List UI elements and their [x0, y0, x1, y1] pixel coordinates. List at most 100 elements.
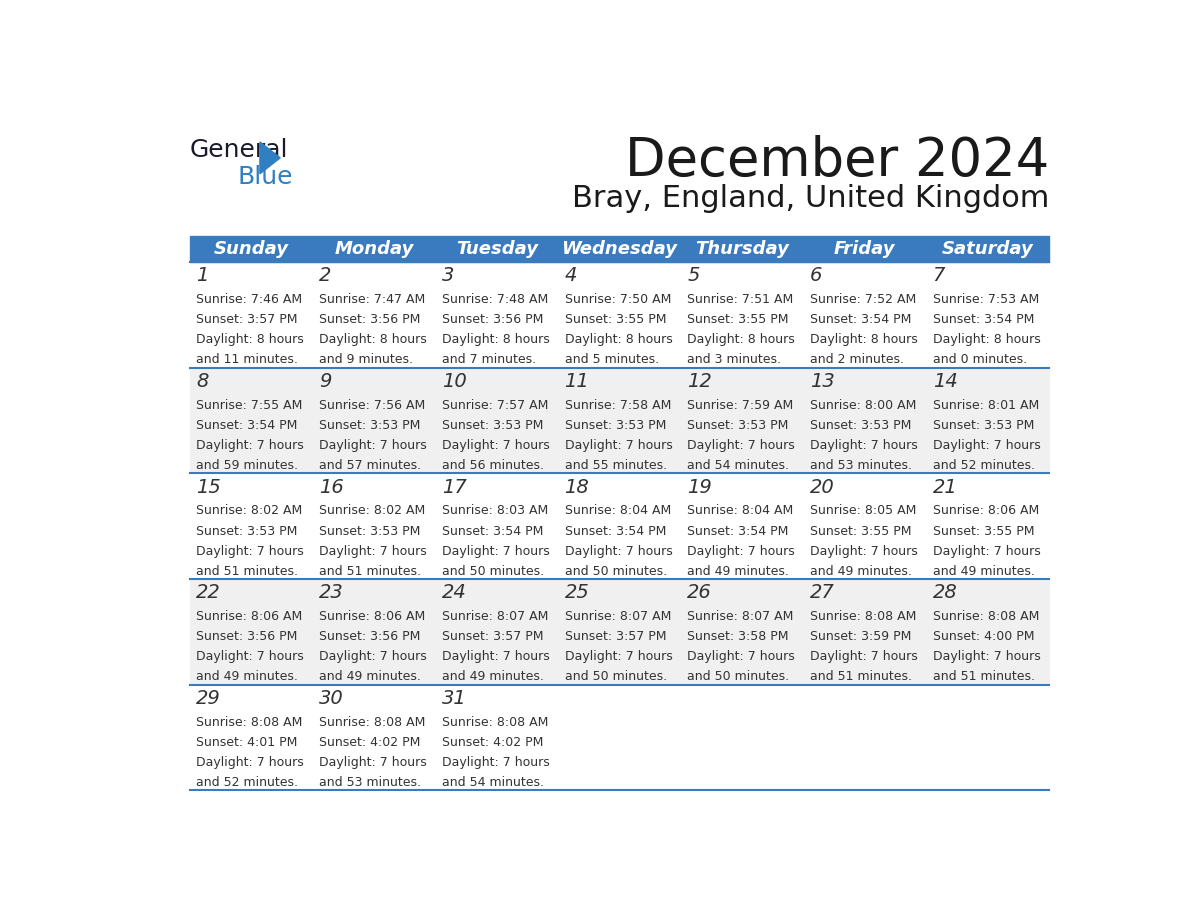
Text: Sunset: 3:55 PM: Sunset: 3:55 PM	[810, 524, 911, 538]
Text: Sunset: 3:54 PM: Sunset: 3:54 PM	[196, 419, 298, 431]
Bar	[190, 368, 1049, 474]
Text: 24: 24	[442, 583, 467, 602]
Text: Daylight: 7 hours: Daylight: 7 hours	[442, 756, 550, 768]
Text: Sunrise: 7:56 AM: Sunrise: 7:56 AM	[320, 398, 425, 412]
Text: 25: 25	[564, 583, 589, 602]
Text: Sunrise: 7:58 AM: Sunrise: 7:58 AM	[564, 398, 671, 412]
Text: Sunrise: 7:59 AM: Sunrise: 7:59 AM	[687, 398, 794, 412]
Text: 19: 19	[687, 477, 712, 497]
Text: 7: 7	[933, 266, 944, 285]
Text: December 2024: December 2024	[625, 135, 1049, 187]
Text: Daylight: 7 hours: Daylight: 7 hours	[196, 439, 304, 452]
Text: Daylight: 7 hours: Daylight: 7 hours	[196, 650, 304, 663]
Text: Daylight: 8 hours: Daylight: 8 hours	[810, 333, 917, 346]
Text: Daylight: 7 hours: Daylight: 7 hours	[564, 544, 672, 557]
Text: and 49 minutes.: and 49 minutes.	[810, 565, 912, 577]
Text: Daylight: 7 hours: Daylight: 7 hours	[687, 439, 795, 452]
Text: Saturday: Saturday	[942, 241, 1034, 258]
Text: 20: 20	[810, 477, 835, 497]
Text: Sunset: 3:54 PM: Sunset: 3:54 PM	[933, 313, 1034, 326]
Bar	[190, 579, 1049, 685]
Text: and 53 minutes.: and 53 minutes.	[320, 776, 421, 789]
Text: Sunset: 4:02 PM: Sunset: 4:02 PM	[320, 735, 421, 749]
Text: Sunset: 3:54 PM: Sunset: 3:54 PM	[564, 524, 666, 538]
Text: Thursday: Thursday	[695, 241, 789, 258]
Text: Sunset: 4:01 PM: Sunset: 4:01 PM	[196, 735, 298, 749]
Text: Sunrise: 7:55 AM: Sunrise: 7:55 AM	[196, 398, 303, 412]
Text: 21: 21	[933, 477, 958, 497]
Text: Sunrise: 7:53 AM: Sunrise: 7:53 AM	[933, 293, 1040, 307]
Text: 23: 23	[320, 583, 343, 602]
Text: Sunset: 3:53 PM: Sunset: 3:53 PM	[810, 419, 911, 431]
Text: Daylight: 8 hours: Daylight: 8 hours	[442, 333, 550, 346]
Text: Sunrise: 8:04 AM: Sunrise: 8:04 AM	[564, 505, 671, 518]
Text: and 54 minutes.: and 54 minutes.	[442, 776, 544, 789]
Text: and 51 minutes.: and 51 minutes.	[196, 565, 298, 577]
Text: Daylight: 7 hours: Daylight: 7 hours	[810, 544, 917, 557]
Text: Sunrise: 8:04 AM: Sunrise: 8:04 AM	[687, 505, 794, 518]
Text: Sunset: 3:56 PM: Sunset: 3:56 PM	[196, 630, 298, 644]
Text: 28: 28	[933, 583, 958, 602]
Text: Daylight: 7 hours: Daylight: 7 hours	[933, 544, 1041, 557]
Text: Daylight: 7 hours: Daylight: 7 hours	[933, 650, 1041, 663]
Text: Daylight: 7 hours: Daylight: 7 hours	[320, 650, 426, 663]
Text: and 49 minutes.: and 49 minutes.	[320, 670, 421, 683]
Text: Daylight: 7 hours: Daylight: 7 hours	[320, 756, 426, 768]
Text: and 50 minutes.: and 50 minutes.	[687, 670, 789, 683]
Polygon shape	[260, 142, 280, 174]
Text: Daylight: 7 hours: Daylight: 7 hours	[196, 756, 304, 768]
Text: Daylight: 7 hours: Daylight: 7 hours	[320, 544, 426, 557]
Text: Sunrise: 8:06 AM: Sunrise: 8:06 AM	[933, 505, 1040, 518]
Text: Daylight: 7 hours: Daylight: 7 hours	[564, 650, 672, 663]
Text: Sunset: 3:57 PM: Sunset: 3:57 PM	[196, 313, 298, 326]
Text: 5: 5	[687, 266, 700, 285]
Text: and 56 minutes.: and 56 minutes.	[442, 459, 544, 472]
Text: 18: 18	[564, 477, 589, 497]
Text: and 52 minutes.: and 52 minutes.	[933, 459, 1035, 472]
Text: Sunrise: 8:07 AM: Sunrise: 8:07 AM	[442, 610, 548, 623]
Text: Daylight: 7 hours: Daylight: 7 hours	[442, 544, 550, 557]
Text: 26: 26	[687, 583, 712, 602]
Text: 8: 8	[196, 372, 209, 391]
Bar	[190, 474, 1049, 579]
Text: Daylight: 7 hours: Daylight: 7 hours	[687, 650, 795, 663]
Text: Sunset: 3:55 PM: Sunset: 3:55 PM	[687, 313, 789, 326]
Text: Sunset: 3:56 PM: Sunset: 3:56 PM	[442, 313, 543, 326]
Text: Bray, England, United Kingdom: Bray, England, United Kingdom	[571, 185, 1049, 213]
Text: Sunrise: 8:08 AM: Sunrise: 8:08 AM	[810, 610, 916, 623]
Text: and 50 minutes.: and 50 minutes.	[564, 565, 666, 577]
Text: Sunrise: 8:02 AM: Sunrise: 8:02 AM	[320, 505, 425, 518]
Text: General: General	[190, 139, 289, 162]
Text: Sunrise: 8:08 AM: Sunrise: 8:08 AM	[933, 610, 1040, 623]
Text: Sunset: 4:02 PM: Sunset: 4:02 PM	[442, 735, 543, 749]
Text: 22: 22	[196, 583, 221, 602]
Text: Sunrise: 8:02 AM: Sunrise: 8:02 AM	[196, 505, 303, 518]
Text: and 51 minutes.: and 51 minutes.	[810, 670, 912, 683]
Text: 29: 29	[196, 688, 221, 708]
Text: and 52 minutes.: and 52 minutes.	[196, 776, 298, 789]
Text: and 50 minutes.: and 50 minutes.	[564, 670, 666, 683]
Text: Sunset: 3:55 PM: Sunset: 3:55 PM	[933, 524, 1035, 538]
Text: Daylight: 7 hours: Daylight: 7 hours	[196, 544, 304, 557]
Text: 12: 12	[687, 372, 712, 391]
Text: and 59 minutes.: and 59 minutes.	[196, 459, 298, 472]
Text: and 7 minutes.: and 7 minutes.	[442, 353, 536, 366]
Text: Sunrise: 7:50 AM: Sunrise: 7:50 AM	[564, 293, 671, 307]
Text: Sunrise: 8:07 AM: Sunrise: 8:07 AM	[564, 610, 671, 623]
Text: and 51 minutes.: and 51 minutes.	[320, 565, 421, 577]
Text: Daylight: 8 hours: Daylight: 8 hours	[687, 333, 795, 346]
Text: Daylight: 8 hours: Daylight: 8 hours	[933, 333, 1041, 346]
Text: Sunrise: 7:57 AM: Sunrise: 7:57 AM	[442, 398, 548, 412]
Text: and 0 minutes.: and 0 minutes.	[933, 353, 1026, 366]
Text: Sunset: 3:54 PM: Sunset: 3:54 PM	[442, 524, 543, 538]
Text: Daylight: 7 hours: Daylight: 7 hours	[564, 439, 672, 452]
Text: Sunset: 3:53 PM: Sunset: 3:53 PM	[320, 524, 421, 538]
Text: and 53 minutes.: and 53 minutes.	[810, 459, 912, 472]
Text: Daylight: 7 hours: Daylight: 7 hours	[933, 439, 1041, 452]
Text: and 49 minutes.: and 49 minutes.	[933, 565, 1035, 577]
Text: Sunset: 3:54 PM: Sunset: 3:54 PM	[810, 313, 911, 326]
Text: Daylight: 7 hours: Daylight: 7 hours	[810, 439, 917, 452]
Text: Sunset: 3:53 PM: Sunset: 3:53 PM	[196, 524, 298, 538]
Text: Sunrise: 7:52 AM: Sunrise: 7:52 AM	[810, 293, 916, 307]
Text: 1: 1	[196, 266, 209, 285]
